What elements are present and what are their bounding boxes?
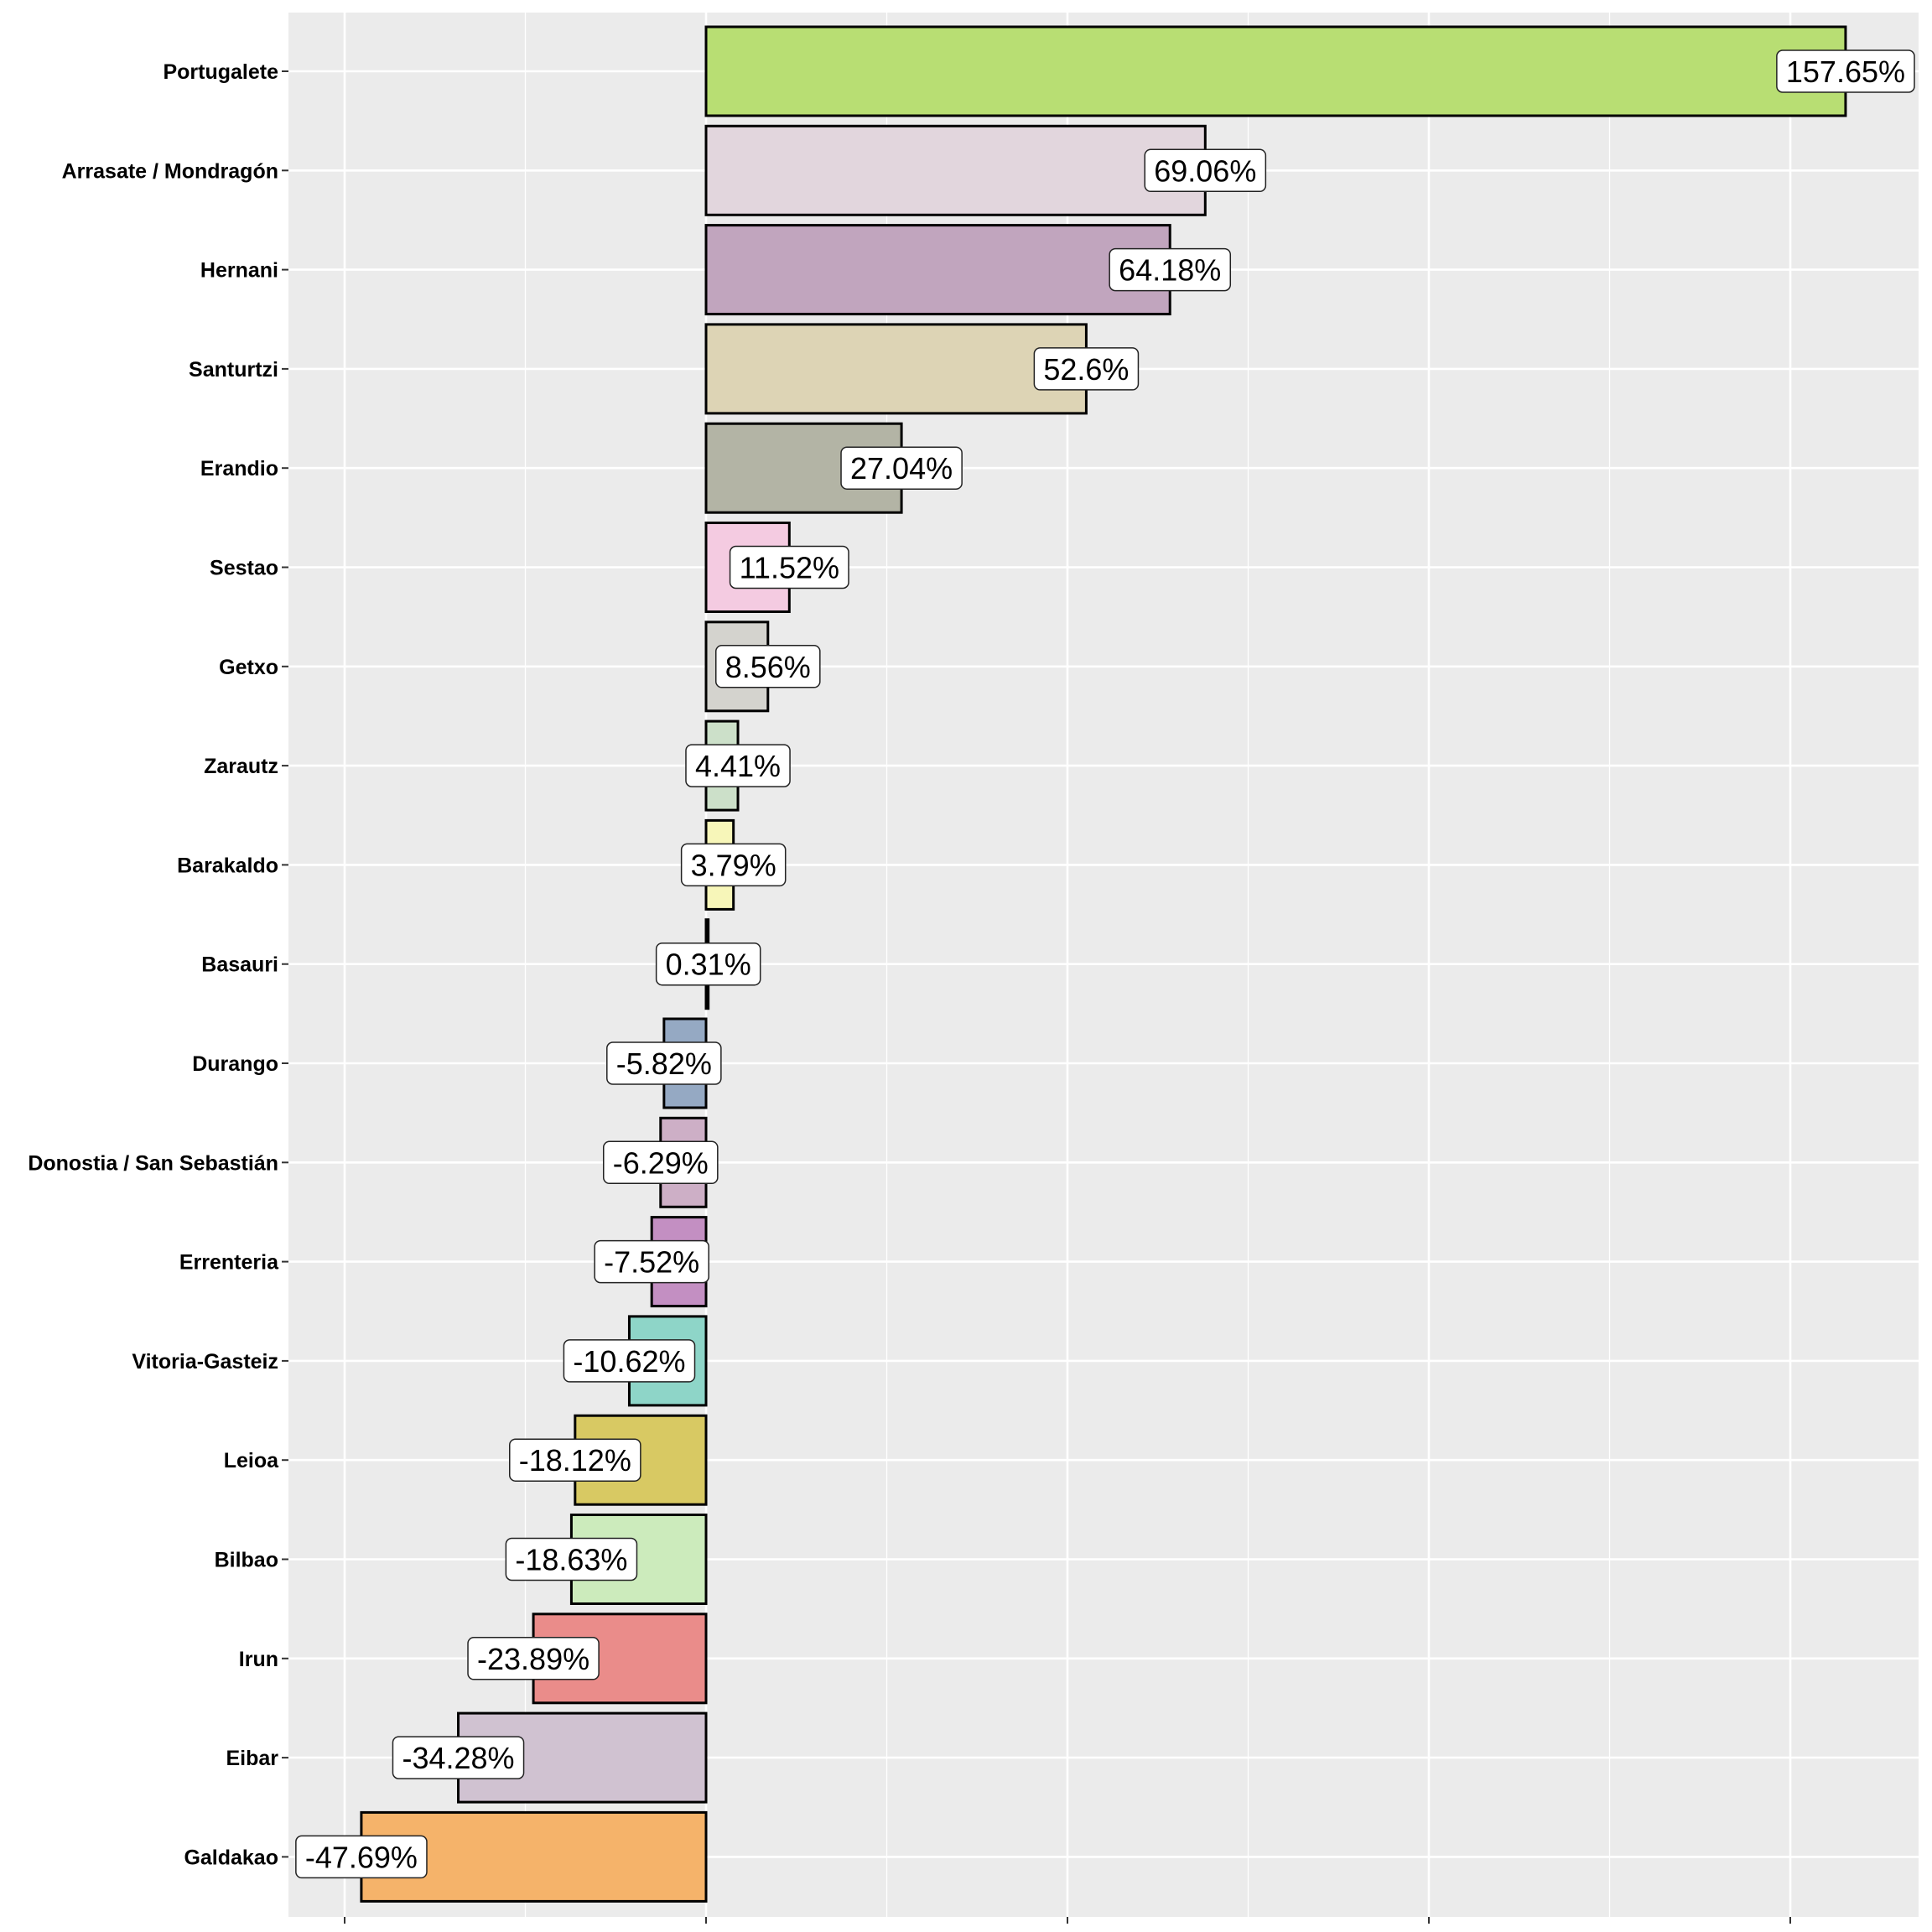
data-label-text: 157.65% [1786,55,1905,89]
data-label: 4.41% [685,744,791,787]
category-label: Barakaldo [177,854,278,877]
data-label-box [655,942,761,986]
data-label-box [1033,347,1140,391]
data-label-box [1776,49,1915,93]
category-label: Sestao [210,557,278,580]
category-label: Leioa [224,1449,279,1472]
data-label-text: -47.69% [305,1840,418,1874]
data-label-box [680,843,787,887]
data-label: 64.18% [1109,247,1232,292]
bars [360,25,1847,1903]
category-label: Galdakao [184,1846,278,1869]
data-label: -23.89% [467,1637,600,1680]
category-axis: Portugalete Arrasate / Mondragón Hernani Sa… [28,60,288,1869]
category-label: Bilbao [215,1549,278,1572]
data-label-box [1109,247,1232,292]
data-label-text: -6.29% [613,1145,709,1180]
data-label-text: 8.56% [725,650,811,684]
category-label: Getxo [219,656,278,679]
x-axis [344,1917,1791,1924]
data-label-box [505,1537,638,1581]
value-labels: 157.65% 69.06% 64.18% 52.6% 27.04% 11.52% 8.56… [295,49,1915,1879]
data-label-box [1144,148,1267,193]
bar [704,124,1207,216]
data-label-text: 64.18% [1119,253,1221,288]
data-label: -6.29% [602,1140,719,1185]
data-label: 0.31% [655,942,761,986]
data-label-box [729,545,849,589]
data-label-text: -18.63% [515,1543,627,1577]
data-label-text: -7.52% [604,1245,699,1280]
data-label: -10.62% [563,1339,696,1383]
data-label-text: -34.28% [402,1741,514,1775]
data-label-text: -5.82% [616,1046,712,1081]
category-label: Arrasate / Mondragón [62,159,278,183]
data-label: -5.82% [606,1041,722,1085]
data-label-text: 3.79% [691,848,776,882]
data-label-box [509,1438,641,1482]
category-label: Durango [192,1052,278,1076]
bar [704,323,1088,415]
category-label: Hernani [200,259,278,283]
category-label: Vitoria-Gasteiz [132,1350,278,1374]
data-label-text: 27.04% [850,451,953,486]
data-label: -18.12% [509,1438,641,1482]
data-label-text: -18.12% [519,1443,631,1478]
data-label-text: 0.31% [666,948,751,982]
data-label: 69.06% [1144,148,1267,193]
data-label: -18.63% [505,1537,638,1581]
category-label: Donostia / San Sebastián [28,1151,278,1175]
data-label: 157.65% [1776,49,1915,93]
data-label: 52.6% [1033,347,1140,391]
bar [704,25,1847,117]
category-label: Basauri [201,953,278,977]
category-label: Erandio [200,457,278,480]
data-label: -34.28% [392,1736,525,1779]
data-label-text: 11.52% [740,551,839,585]
data-label-text: -23.89% [477,1642,589,1676]
category-label: Eibar [226,1747,278,1770]
data-label: 27.04% [840,446,963,490]
category-label: Errenteria [179,1251,279,1275]
data-label-text: 69.06% [1154,153,1256,188]
data-label: 8.56% [714,645,821,688]
data-label-box [685,744,791,787]
data-label-box [392,1736,525,1779]
data-label-box [563,1339,696,1383]
data-label-text: -10.62% [573,1344,685,1379]
data-label: 11.52% [729,545,849,589]
data-label-box [606,1041,722,1085]
category-label: Irun [239,1648,278,1671]
data-label-box [840,446,963,490]
data-label-box [594,1239,709,1284]
data-label-text: 52.6% [1043,352,1129,387]
category-label: Santurtzi [189,358,278,382]
category-label: Zarautz [204,755,278,778]
data-label: 3.79% [680,843,787,887]
category-label: Portugalete [163,60,278,84]
data-label: -47.69% [295,1835,428,1879]
data-label-box [467,1637,600,1680]
data-label-text: 4.41% [695,749,781,783]
data-label-box [714,645,821,688]
data-label-box [602,1140,719,1185]
data-label: -7.52% [594,1239,709,1284]
bar [704,224,1171,316]
data-label-box [295,1835,428,1879]
